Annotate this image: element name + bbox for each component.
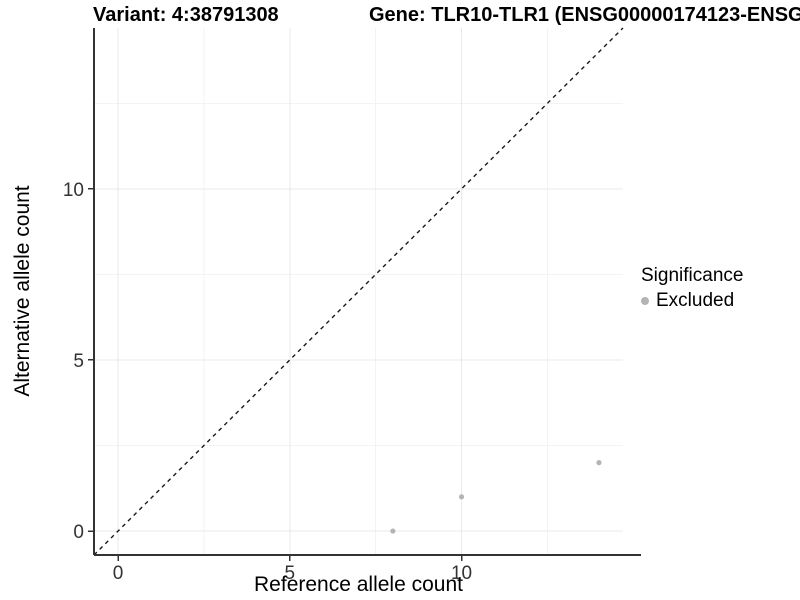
x-axis-label: Reference allele count [254,573,463,596]
legend-item-excluded: Excluded [641,290,743,312]
x-tick-label: 10 [451,563,472,584]
y-tick-label: 0 [73,522,84,543]
identity-line [93,27,624,556]
x-tick-label: 5 [285,563,296,584]
y-axis-label: Alternative allele count [11,185,34,397]
x-tick-label: 0 [113,563,124,584]
legend-point-icon [641,297,649,305]
legend-item-label: Excluded [656,290,735,311]
legend: Significance Excluded [641,265,743,312]
data-point [458,494,465,500]
gene-title: Gene: TLR10-TLR1 (ENSG00000174123-ENSG [369,4,800,26]
variant-title: Variant: 4:38791308 [93,4,279,26]
y-tick-label: 5 [73,351,84,372]
data-point [390,528,396,534]
y-tick-label: 10 [63,180,84,201]
legend-title: Significance [641,265,744,286]
data-point [596,460,602,466]
